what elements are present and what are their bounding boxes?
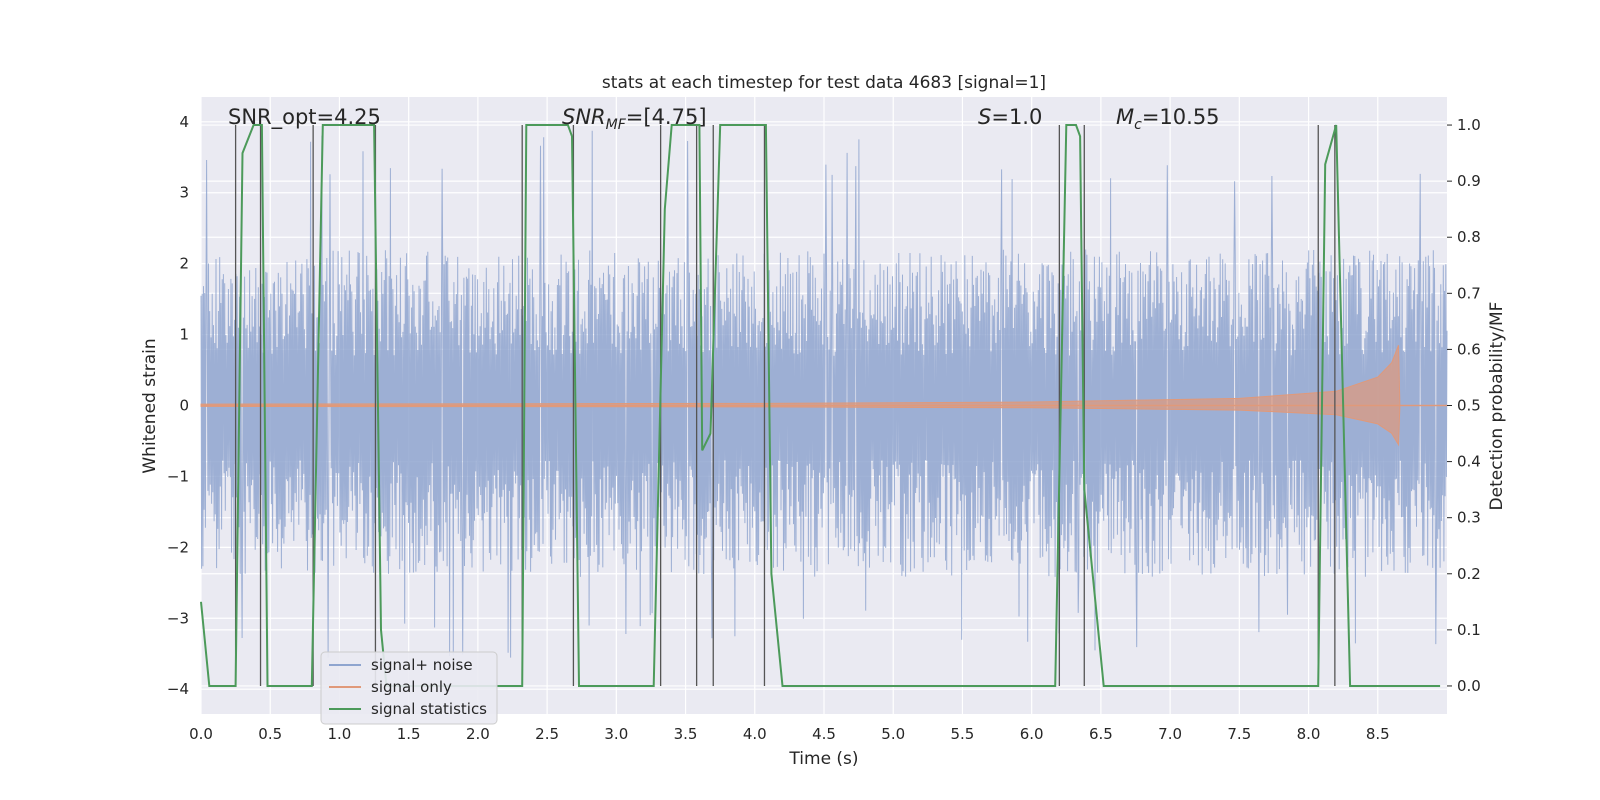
legend-label-signal-statistics: signal statistics [371, 700, 487, 718]
series-signal-statistics [200, 124, 1441, 687]
chart-title: stats at each timestep for test data 468… [602, 73, 1046, 93]
y-right-tick-label: 0.8 [1457, 228, 1481, 246]
annotation-snr-opt: SNR_opt=4.25 [228, 105, 381, 130]
annotation-chirp-mass: Mc=10.55 [1116, 105, 1220, 133]
x-tick-label: 3.0 [604, 725, 628, 743]
annotation-snr-mf-symbol: SNR [562, 105, 606, 129]
annotation-snr-mf: SNRMF=[4.75] [562, 105, 707, 133]
y-right-tick-label: 0.5 [1457, 397, 1481, 415]
y-left-tick-label: −3 [167, 609, 189, 627]
y-left-tick-label: −4 [167, 680, 189, 698]
signal-statistics-line [200, 124, 1441, 687]
x-tick-label: 0.5 [258, 725, 282, 743]
signal-noise-line [200, 130, 1448, 658]
y-right-tick-label: 0.3 [1457, 509, 1481, 527]
y-left-tick-label: 3 [179, 184, 189, 202]
y-right-tick-label: 0.6 [1457, 340, 1481, 358]
x-tick-label: 4.5 [812, 725, 836, 743]
y-right-tick-label: 1.0 [1457, 116, 1481, 134]
annotation-snr-mf-subscript: MF [606, 117, 627, 133]
legend-label-signal-noise: signal+ noise [371, 656, 473, 674]
x-tick-label: 2.5 [535, 725, 559, 743]
x-tick-label: 8.5 [1366, 725, 1390, 743]
y-right-axis-ticks: 0.0 0.1 0.2 0.3 0.4 0.5 0.6 0.7 0.8 0.9 1.0 [1447, 116, 1481, 695]
legend-label-signal-only: signal only [371, 678, 452, 696]
legend: signal+ noise signal only signal statist… [320, 651, 498, 725]
y-right-tick-label: 0.4 [1457, 453, 1481, 471]
legend-box [320, 651, 498, 725]
x-tick-label: 7.0 [1158, 725, 1182, 743]
y-left-tick-label: 0 [179, 397, 189, 415]
y-left-tick-label: −2 [167, 538, 189, 556]
x-tick-label: 6.0 [1020, 725, 1044, 743]
y-right-tick-label: 0.9 [1457, 172, 1481, 190]
x-axis-label: Time (s) [788, 749, 858, 769]
y-left-axis-label: Whitened strain [140, 338, 160, 473]
x-axis-ticks: 0.0 0.5 1.0 1.5 2.0 2.5 3.0 3.5 4.0 4.5 5.0 5.5 6.0 6… [189, 725, 1390, 743]
x-tick-label: 3.5 [674, 725, 698, 743]
x-tick-label: 4.0 [743, 725, 767, 743]
y-right-tick-label: 0.1 [1457, 621, 1481, 639]
y-left-tick-label: −1 [167, 467, 189, 485]
series-signal-noise [200, 130, 1448, 658]
y-right-tick-label: 0.7 [1457, 284, 1481, 302]
x-tick-label: 5.0 [881, 725, 905, 743]
y-left-tick-label: 2 [179, 255, 189, 273]
annotation-chirp-mass-value: =10.55 [1142, 105, 1220, 129]
x-tick-label: 1.5 [397, 725, 421, 743]
x-tick-label: 6.5 [1089, 725, 1113, 743]
y-left-tick-label: 4 [179, 113, 189, 131]
x-tick-label: 5.5 [951, 725, 975, 743]
x-tick-label: 8.0 [1297, 725, 1321, 743]
y-right-tick-label: 0.0 [1457, 677, 1481, 695]
y-left-axis-ticks: −4 −3 −2 −1 0 1 2 3 4 [167, 113, 189, 698]
annotation-s: S=1.0 [978, 105, 1042, 129]
y-right-axis-label: Detection probability/MF [1487, 302, 1507, 511]
annotation-snr-mf-value: =[4.75] [626, 105, 707, 129]
x-tick-label: 2.0 [466, 725, 490, 743]
annotation-chirp-mass-symbol: M [1116, 105, 1134, 129]
x-tick-label: 0.0 [189, 725, 213, 743]
series-signal-only [200, 345, 1447, 447]
y-left-tick-label: 1 [179, 326, 189, 344]
annotation-chirp-mass-subscript: c [1134, 117, 1142, 133]
y-right-tick-label: 0.2 [1457, 565, 1481, 583]
x-tick-label: 7.5 [1227, 725, 1251, 743]
annotation-s-symbol: S [978, 105, 991, 129]
annotation-s-value: =1.0 [991, 105, 1042, 129]
x-tick-label: 1.0 [328, 725, 352, 743]
